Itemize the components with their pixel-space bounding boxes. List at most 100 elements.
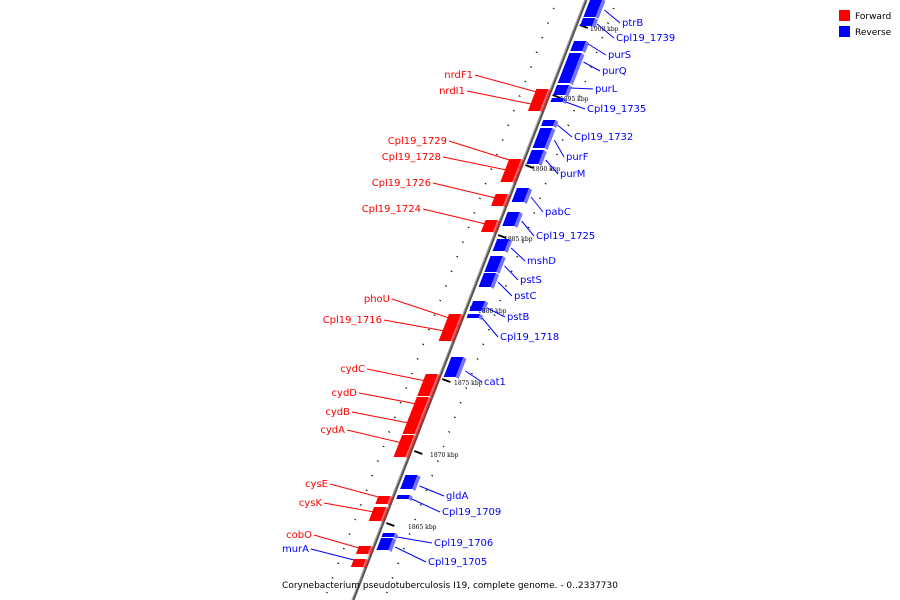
legend-forward-label: Forward (855, 12, 891, 22)
label-leader-line (497, 281, 513, 297)
gene-label: Cpl19_1724 (362, 204, 421, 215)
reverse-7-gene-shade (544, 128, 556, 150)
legend: Forward Reverse (839, 10, 892, 38)
scale-tick (419, 503, 422, 506)
scale-tick (397, 562, 400, 565)
gene-label: Cpl19_1732 (574, 132, 633, 143)
scale-tick (405, 387, 408, 390)
scale-tick (442, 445, 445, 448)
forward-8-gene-shade (429, 374, 441, 398)
gene-label: Cpl19_1718 (500, 332, 559, 343)
scale-tick (476, 357, 479, 360)
gene-label: Cpl19_1725 (536, 231, 595, 242)
scale-tick (493, 314, 496, 317)
scale-tick (399, 401, 402, 404)
forward-0-gene-block (531, 89, 549, 103)
scale-tick (391, 576, 394, 579)
gene-label: mshD (527, 256, 556, 267)
scale-tick (456, 255, 459, 258)
reverse-20-gene-block (376, 538, 394, 550)
reverse-9-gene-shade (523, 188, 532, 204)
reverse-8-gene-shade (538, 150, 547, 166)
scale-tick (527, 226, 530, 229)
forward-8-gene-block (417, 374, 438, 396)
label-leader-line (596, 23, 615, 39)
scale-tick (507, 124, 510, 127)
label-leader-line (329, 483, 379, 498)
forward-6-gene-block (444, 314, 462, 326)
gene-label: purQ (602, 66, 627, 77)
scale-tick (544, 182, 547, 185)
scale-tick (410, 372, 413, 375)
label-leader-line (351, 411, 409, 424)
gene-label: Cpl19_1716 (323, 315, 382, 326)
gene-label: cat1 (484, 377, 506, 388)
scale-tick (416, 357, 419, 360)
reverse-3-gene-block (557, 53, 582, 83)
reverse-13-gene-shade (490, 273, 499, 289)
forward-3-gene-shade (512, 166, 522, 184)
scale-tick (578, 95, 581, 98)
scale-tick (382, 445, 385, 448)
scale-tick (510, 270, 513, 273)
reverse-11-gene-shade (504, 239, 513, 253)
reverse-20-gene-shade (388, 538, 397, 552)
scale-tick (495, 153, 498, 156)
scale-tick (584, 80, 587, 83)
scale-tick (589, 65, 592, 68)
scale-tick (552, 7, 555, 10)
scale-label: 1875 kbp (454, 380, 483, 387)
label-leader-line (383, 319, 445, 332)
scale-major-tick (525, 164, 534, 169)
gene-label: cobO (286, 530, 312, 541)
label-leader-line (474, 74, 537, 93)
gene-label: nrdF1 (444, 70, 473, 81)
scale-tick (541, 36, 544, 39)
reverse-4-gene-block (553, 85, 569, 95)
forward-3-gene-block (500, 166, 519, 182)
genome-caption: Corynebacterium pseudotuberculosis I19, … (282, 581, 618, 591)
scale-tick (425, 489, 428, 492)
label-leader-line (486, 307, 506, 318)
scale-tick (453, 416, 456, 419)
gene-label: cydD (332, 388, 358, 399)
scale-tick (444, 284, 447, 287)
scale-tick (521, 241, 524, 244)
forward-7-gene-shade (450, 325, 460, 343)
scale-tick (470, 372, 473, 375)
scale-tick (439, 299, 442, 302)
label-leader-line (583, 61, 601, 72)
reverse-18-gene-block (396, 495, 410, 499)
forward-1-gene-block (527, 103, 544, 111)
gene-label: purS (608, 50, 631, 61)
scale-tick (467, 226, 470, 229)
reverse-18-gene-shade (408, 495, 413, 501)
scale-tick (529, 65, 532, 68)
scale-tick (342, 547, 345, 550)
reverse-10-gene-shade (514, 212, 523, 228)
reverse-6-gene-block (541, 120, 556, 126)
forward-4-gene-shade (503, 194, 511, 208)
label-leader-line (313, 534, 360, 549)
scale-tick (473, 211, 476, 214)
scale-tick (393, 416, 396, 419)
gene-label: pstC (514, 291, 536, 302)
gene-label: purM (560, 169, 585, 180)
reverse-16-gene-block (443, 357, 464, 377)
scale-tick (484, 182, 487, 185)
legend-reverse-swatch (839, 26, 850, 37)
gene-label: purF (566, 152, 589, 163)
scale-tick (499, 299, 502, 302)
label-leader-line (481, 317, 499, 338)
scale-tick (459, 401, 462, 404)
gene-label: Cpl19_1735 (587, 104, 646, 115)
label-leader-line (366, 368, 426, 382)
gene-label: ptrB (622, 18, 643, 29)
label-leader-line (604, 9, 621, 24)
scale-tick (612, 7, 615, 10)
gene-label: Cpl19_1739 (616, 33, 675, 44)
gene-labels: nrdF1 nrdI1 Cpl19_1729 Cpl19_1728 Cpl19_1726… (282, 18, 675, 568)
scale-tick (331, 576, 334, 579)
